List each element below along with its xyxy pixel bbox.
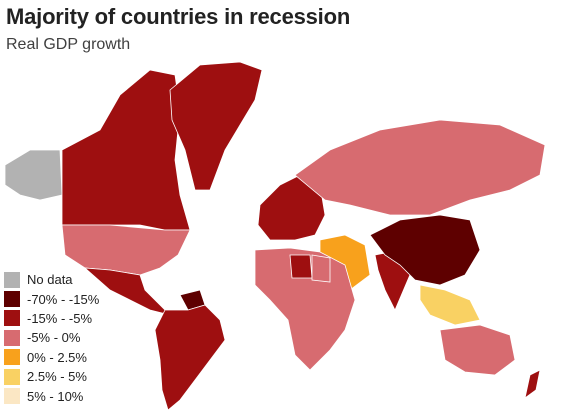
legend-label: No data — [27, 272, 73, 288]
region-egypt — [311, 254, 331, 283]
legend-item-range-5: 2.5% - 5% — [4, 367, 144, 386]
region-greenland — [169, 61, 263, 191]
region-canada — [61, 69, 191, 231]
region-southeast-asia — [419, 284, 481, 326]
region-usa — [61, 224, 191, 276]
legend-swatch — [4, 291, 20, 308]
region-new-zealand — [524, 369, 541, 399]
legend-label: -70% - -15% — [27, 291, 100, 307]
legend-label: 5% - 10% — [27, 388, 84, 404]
legend-label: 0% - 2.5% — [27, 349, 87, 365]
region-australia — [439, 324, 516, 376]
legend: No data -70% - -15% -15% - -5% -5% - 0% … — [4, 270, 144, 406]
legend-label: -15% - -5% — [27, 310, 93, 326]
legend-swatch — [4, 388, 20, 405]
legend-item-range-2: -15% - -5% — [4, 309, 144, 328]
legend-swatch — [4, 368, 20, 385]
chart-subtitle: Real GDP growth — [6, 36, 131, 53]
legend-swatch — [4, 329, 20, 346]
legend-item-range-4: 0% - 2.5% — [4, 348, 144, 367]
legend-swatch — [4, 349, 20, 366]
region-alaska — [4, 149, 63, 201]
legend-item-range-1: -70% - -15% — [4, 289, 144, 308]
world-map — [4, 61, 546, 411]
region-china — [369, 214, 481, 286]
region-south-america — [154, 304, 226, 411]
region-europe — [257, 174, 326, 241]
legend-item-range-6: 5% - 10% — [4, 386, 144, 405]
legend-item-no-data: No data — [4, 270, 144, 289]
legend-label: -5% - 0% — [27, 330, 81, 346]
legend-item-range-3: -5% - 0% — [4, 328, 144, 347]
legend-label: 2.5% - 5% — [27, 369, 87, 385]
chart-title: Majority of countries in recession — [6, 4, 351, 29]
legend-swatch — [4, 310, 20, 327]
region-libya — [289, 254, 313, 279]
region-russia — [294, 119, 546, 216]
legend-swatch — [4, 271, 20, 288]
